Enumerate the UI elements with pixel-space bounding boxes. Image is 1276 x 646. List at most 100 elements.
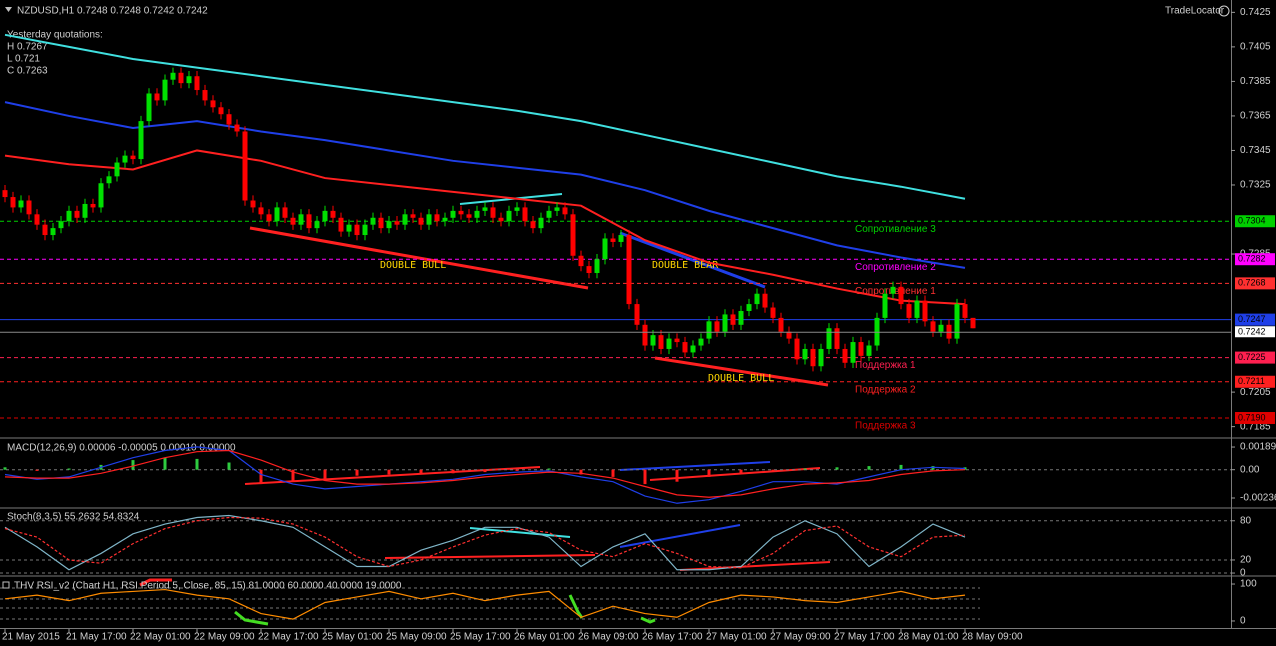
candle-body (402, 214, 408, 225)
level-name: Сопротивление 1 (855, 286, 936, 297)
candle-body (826, 328, 832, 349)
histogram-bar (355, 469, 359, 476)
y-tick-label: 0.7405 (1240, 42, 1271, 53)
rsi-highlight (234, 610, 269, 626)
candle-body (18, 200, 24, 208)
trend-line (619, 231, 766, 289)
x-tick-label: 27 May 09:00 (770, 632, 831, 643)
level-label-box (1235, 215, 1275, 228)
candle-body (858, 342, 864, 356)
rsi-highlight (640, 616, 656, 624)
candle-body (914, 300, 920, 318)
candle-body (114, 162, 120, 177)
histogram-bar (515, 469, 519, 471)
last-price-label: 0.7242 (1238, 327, 1266, 337)
candle-body (338, 217, 344, 232)
level-name: Сопротивление 3 (855, 224, 936, 235)
level-label-box (1235, 313, 1275, 326)
note: L 0.721 (7, 54, 40, 65)
candle-body (266, 214, 272, 222)
candle-body (898, 286, 904, 305)
histogram-bar (771, 469, 775, 471)
candle-body (66, 210, 72, 222)
candle-body (314, 221, 320, 229)
candle-body (962, 304, 968, 318)
histogram-bar (611, 469, 615, 477)
y-tick-label: 0 (1240, 616, 1246, 627)
candle-body (362, 224, 368, 236)
candle-body (682, 342, 688, 353)
note: Yesterday quotations: (7, 30, 103, 41)
candle-body (930, 321, 936, 332)
candle-body (378, 217, 384, 229)
candle-body (778, 317, 784, 332)
candle-body (634, 304, 640, 325)
histogram-bar (291, 469, 295, 482)
candle-body (130, 155, 136, 160)
candle-body (730, 314, 736, 325)
x-tick-label: 28 May 09:00 (962, 632, 1023, 643)
candle-body (474, 210, 480, 218)
histogram-bar (739, 469, 743, 474)
y-tick-label: 0.7345 (1240, 145, 1271, 156)
histogram-bar (643, 469, 647, 485)
histogram-bar (387, 469, 391, 475)
candle-body (50, 228, 56, 236)
candle-body (138, 121, 144, 160)
candle-body (330, 210, 336, 218)
chart-title: NZDUSD,H1 0.7248 0.7248 0.7242 0.7242 (17, 6, 208, 17)
candle-body (658, 335, 664, 349)
level-name: Сопротивление 2 (855, 262, 936, 273)
level-label-box (1235, 277, 1275, 290)
histogram-bar (675, 469, 679, 482)
y-tick-label: 100 (1240, 579, 1257, 590)
rsi-highlight (139, 578, 172, 587)
candle-body (274, 207, 280, 222)
candle-body (514, 207, 520, 211)
candle-body (642, 324, 648, 346)
candle-body (426, 214, 432, 225)
x-tick-label: 21 May 2015 (2, 632, 60, 643)
candle-body (770, 307, 776, 318)
y-tick-label: 0.00 (1240, 464, 1260, 475)
note: C 0.7263 (7, 66, 48, 77)
trend-line (654, 356, 829, 387)
candle-body (834, 328, 840, 349)
candle-body (354, 224, 360, 236)
candle-body (818, 348, 824, 367)
level-name: Поддержка 2 (855, 384, 916, 395)
candle-body (602, 238, 608, 260)
candle-body (106, 176, 112, 184)
candle-body (850, 342, 856, 363)
histogram-bar (547, 468, 551, 470)
candle-body (650, 335, 656, 346)
candle-body (386, 221, 392, 229)
x-tick-label: 21 May 17:00 (66, 632, 127, 643)
candle-body (434, 214, 440, 222)
trend-line (469, 527, 571, 538)
histogram-bar (323, 469, 327, 480)
candle-body (866, 345, 872, 356)
y-tick-label: 20 (1240, 555, 1252, 566)
candle-body (146, 93, 152, 122)
candle-body (58, 221, 64, 229)
candle-body (570, 214, 576, 256)
candle-body (618, 235, 624, 242)
candle-body (122, 155, 128, 163)
candle-body (322, 210, 328, 222)
candle-body (562, 207, 568, 215)
candle-body (554, 207, 560, 211)
candle-body (506, 210, 512, 222)
panel-icon (2, 581, 10, 589)
histogram-bar (227, 462, 231, 470)
candle-body (410, 214, 416, 218)
candle-body (290, 217, 296, 225)
candle-body (466, 214, 472, 218)
histogram-bar (899, 464, 903, 470)
panel-title: Stoch(8,3,5) 55.2632 54.8324 (7, 512, 140, 523)
indicator-line (4, 514, 966, 571)
histogram-bar (803, 468, 807, 470)
